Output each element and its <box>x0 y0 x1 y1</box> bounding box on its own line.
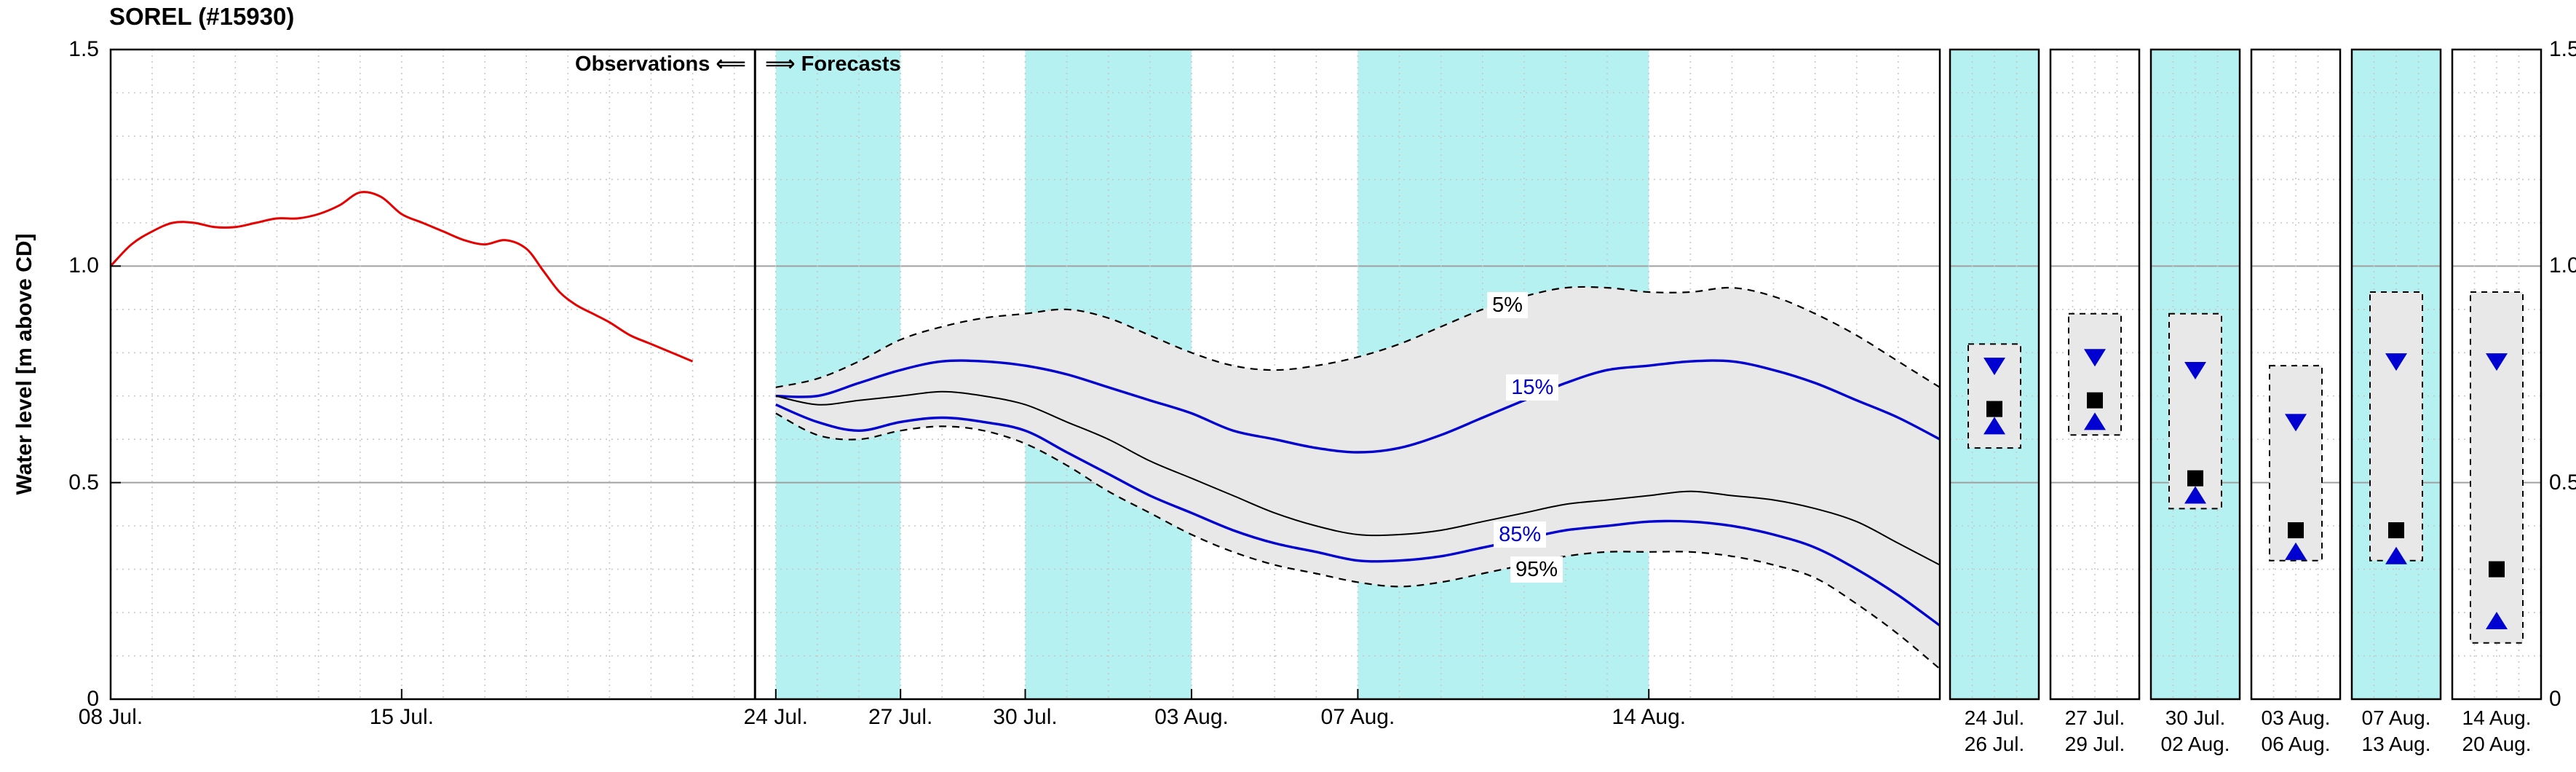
median-square-marker <box>1986 401 2002 417</box>
triangle-down-marker <box>2285 414 2307 432</box>
triangle-down-marker <box>2486 353 2508 371</box>
uncertainty-band <box>775 286 1940 669</box>
triangle-down-marker <box>2385 353 2407 371</box>
median-square-marker <box>2087 392 2103 409</box>
triangle-up-marker <box>2385 546 2407 564</box>
median-square-marker <box>2489 561 2505 578</box>
y-axis-tick-label-left: 1.5 <box>68 37 99 61</box>
panel-frame <box>2350 48 2442 701</box>
forecast-line-95pct <box>775 412 1941 670</box>
panel-range-box <box>2369 291 2423 562</box>
x-axis-tick-label: 14 Aug. <box>1612 705 1687 729</box>
triangle-up-marker <box>2486 611 2508 629</box>
y-axis-tick-label-left: 1.0 <box>68 253 99 278</box>
x-axis-tick-label: 15 Jul. <box>369 705 434 729</box>
observations-header: Observations ⟸ <box>575 51 746 76</box>
panel-start-date-label: 07 Aug. <box>2361 706 2431 729</box>
percentile-label: 95% <box>1510 556 1564 583</box>
triangle-down-marker <box>1983 358 2005 376</box>
y-axis-tick-label-right: 1.5 <box>2549 37 2576 61</box>
y-axis-tick-label-left: 0 <box>87 687 99 711</box>
observations-line <box>109 191 694 363</box>
forecast-line-15pct <box>775 359 1941 454</box>
forecast-line-85pct <box>775 403 1941 627</box>
forecast-line-50pct <box>775 390 1941 566</box>
x-axis-tick-label: 03 Aug. <box>1154 705 1229 729</box>
triangle-down-marker <box>2084 349 2106 367</box>
panel-end-date-label: 29 Jul. <box>2064 733 2125 755</box>
x-axis-tick-label: 30 Jul. <box>993 705 1058 729</box>
observations-label: Observations <box>575 52 710 76</box>
left-double-arrow-icon: ⟸ <box>716 52 746 76</box>
x-axis-tick-label: 24 Jul. <box>743 705 809 729</box>
percentile-label: 85% <box>1494 521 1547 548</box>
panel-end-date-label: 02 Aug. <box>2160 733 2230 755</box>
panel-frame <box>2451 48 2543 701</box>
x-axis-tick-label: 08 Jul. <box>78 705 143 729</box>
x-axis-tick-label: 07 Aug. <box>1320 705 1395 729</box>
triangle-up-marker <box>1983 417 2005 435</box>
y-axis-tick-label-right: 0 <box>2549 687 2561 711</box>
forecast-line-5pct <box>775 285 1941 388</box>
panel-end-date-label: 20 Aug. <box>2462 733 2532 755</box>
triangle-up-marker <box>2285 542 2307 560</box>
y-axis-tick-label-left: 0.5 <box>68 470 99 495</box>
panel-end-date-label: 13 Aug. <box>2361 733 2431 755</box>
panel-start-date-label: 14 Aug. <box>2462 706 2532 729</box>
panel-range-box <box>2470 291 2524 644</box>
percentile-label: 5% <box>1487 291 1528 318</box>
station-title: SOREL (#15930) <box>109 3 295 30</box>
forecasts-header: ⟹ Forecasts <box>765 51 901 76</box>
panel-frame <box>2250 48 2342 701</box>
panel-frame <box>1949 48 2040 701</box>
y-axis-tick-label-right: 1.0 <box>2549 253 2576 278</box>
panel-start-date-label: 27 Jul. <box>2064 706 2125 729</box>
panel-frame <box>2049 48 2141 701</box>
panel-end-date-label: 26 Jul. <box>1964 733 2025 755</box>
panel-start-date-label: 30 Jul. <box>2165 706 2226 729</box>
panel-frame <box>2149 48 2241 701</box>
x-axis-tick-label: 27 Jul. <box>868 705 933 729</box>
median-square-marker <box>2288 522 2304 539</box>
panel-end-date-label: 06 Aug. <box>2261 733 2331 755</box>
median-square-marker <box>2187 470 2203 487</box>
panel-start-date-label: 03 Aug. <box>2261 706 2331 729</box>
y-axis-tick-label-right: 0.5 <box>2549 470 2576 495</box>
panel-start-date-label: 24 Jul. <box>1964 706 2025 729</box>
triangle-down-marker <box>2184 362 2206 380</box>
median-square-marker <box>2388 522 2404 539</box>
right-double-arrow-icon: ⟹ <box>765 52 796 76</box>
forecasts-label: Forecasts <box>801 52 901 76</box>
triangle-up-marker <box>2084 412 2106 430</box>
percentile-label: 15% <box>1506 374 1559 401</box>
triangle-up-marker <box>2184 486 2206 504</box>
